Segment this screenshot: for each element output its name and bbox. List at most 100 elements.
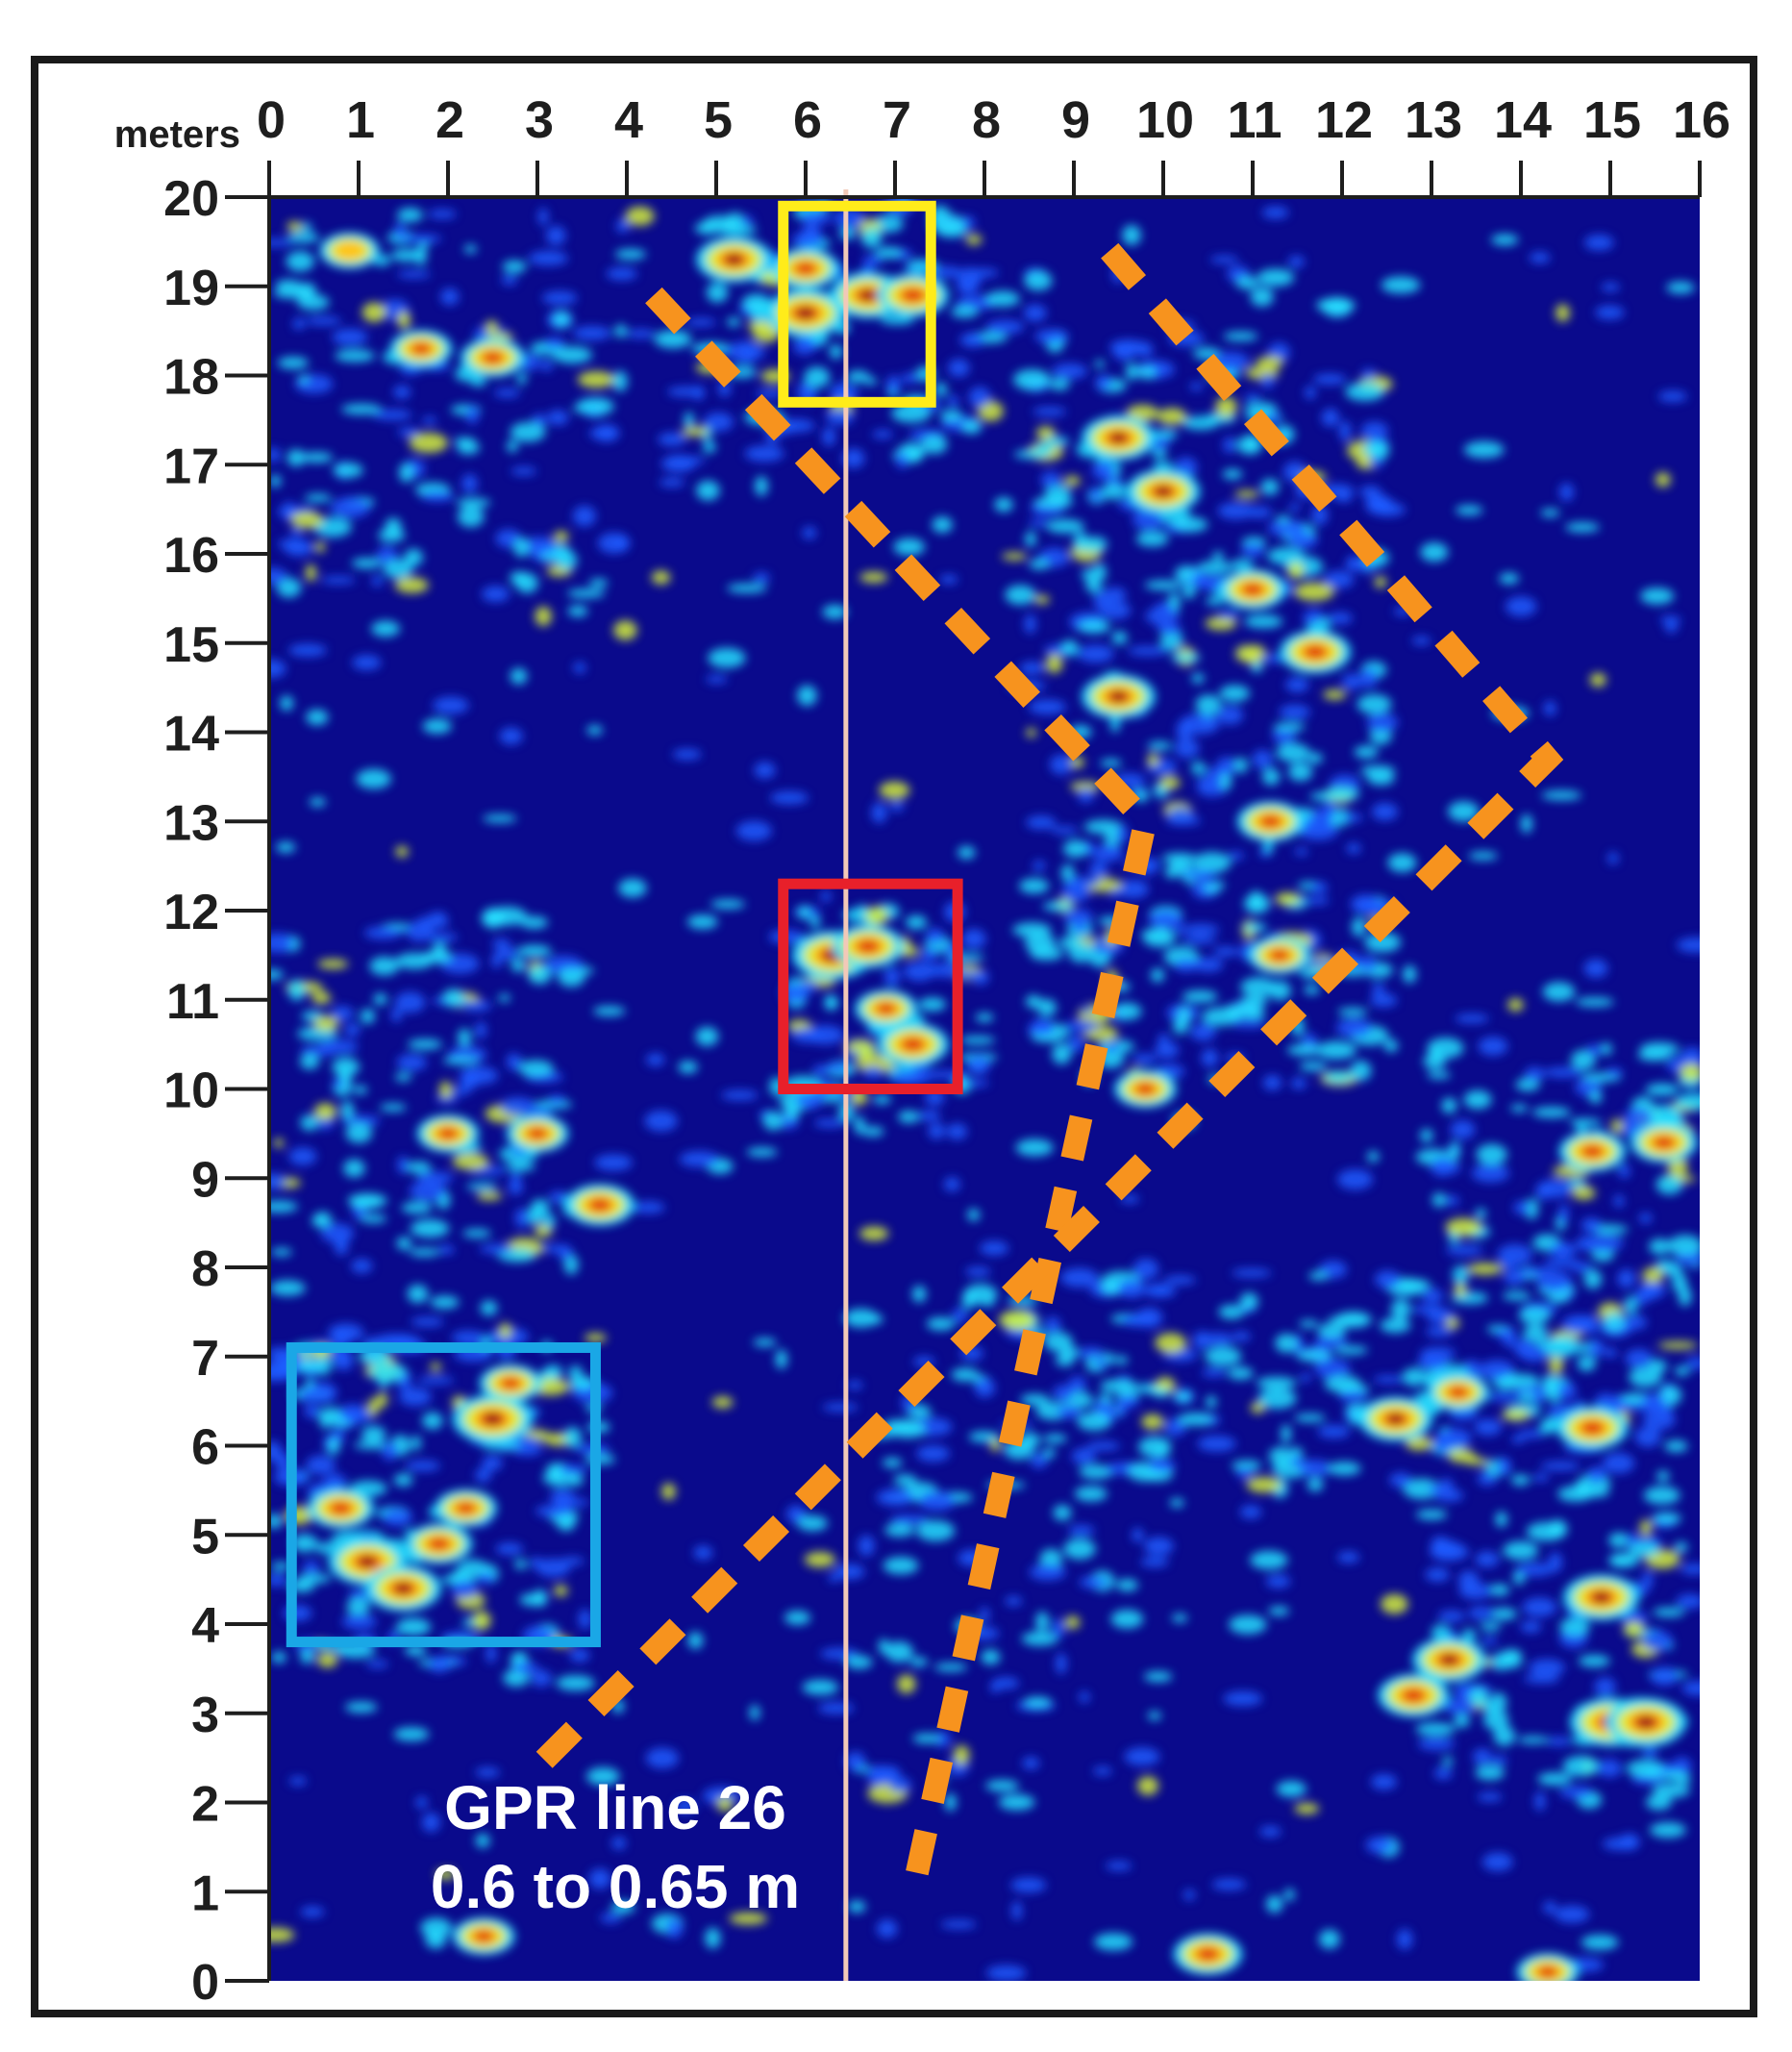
reflection-speckle — [1559, 1786, 1593, 1799]
y-tick-label: 3 — [191, 1688, 219, 1743]
hotspot-hot — [856, 938, 881, 954]
reflection-speckle — [288, 1776, 308, 1786]
reflection-speckle — [394, 221, 406, 241]
hotspot-hot — [482, 351, 504, 364]
reflection-speckle — [1244, 614, 1283, 629]
reflection-speckle — [981, 1649, 1001, 1665]
reflection-speckle — [506, 1162, 535, 1172]
reflection-speckle — [843, 1309, 879, 1328]
reflection-speckle — [1195, 694, 1222, 715]
reflection-speckle — [1327, 612, 1353, 625]
reflection-speckle — [1646, 1793, 1672, 1811]
reflection-speckle — [1259, 1826, 1282, 1838]
reflection-speckle — [1144, 580, 1182, 590]
reflection-speckle — [360, 1009, 376, 1024]
reflection-speckle — [1381, 276, 1421, 294]
reflection-speckle — [1657, 1341, 1698, 1350]
reflection-speckle — [1312, 373, 1347, 385]
reflection-speckle — [820, 1647, 859, 1660]
reflection-speckle — [1055, 1354, 1075, 1366]
reflection-speckle — [1267, 546, 1305, 565]
reflection-speckle — [1487, 1391, 1521, 1402]
reflection-speckle — [472, 1611, 491, 1631]
reflection-speckle — [876, 1919, 898, 1939]
reflection-speckle — [1116, 1578, 1138, 1591]
reflection-speckle — [397, 1156, 409, 1174]
reflection-speckle — [1135, 531, 1169, 547]
reflection-speckle — [668, 456, 707, 464]
reflection-speckle — [1116, 824, 1129, 844]
reflection-speckle — [1068, 1524, 1095, 1537]
reflection-speckle — [797, 685, 817, 707]
reflection-speckle — [299, 1648, 315, 1664]
reflection-speckle — [378, 528, 406, 542]
reflection-speckle — [1256, 356, 1283, 369]
reflection-speckle — [407, 1284, 429, 1304]
reflection-speckle — [1112, 342, 1136, 362]
reflection-speckle — [1539, 1178, 1573, 1198]
reflection-speckle — [1502, 1652, 1523, 1669]
reflection-speckle — [1300, 1372, 1311, 1383]
reflection-speckle — [568, 1365, 583, 1382]
yellow-anomaly-box — [778, 200, 936, 408]
reflection-speckle — [1431, 1624, 1451, 1640]
reflection-speckle — [1212, 551, 1224, 561]
reflection-speckle — [1025, 994, 1042, 1009]
hotspot-hot — [329, 1501, 352, 1515]
reflection-speckle — [1680, 1564, 1700, 1575]
reflection-speckle — [1583, 1269, 1603, 1289]
x-tick-label: 15 — [1583, 91, 1641, 149]
reflection-speckle — [726, 340, 765, 363]
reflection-speckle — [292, 317, 306, 330]
reflection-speckle — [1223, 331, 1258, 341]
reflection-speckle — [395, 845, 409, 858]
reflection-speckle — [1251, 662, 1263, 673]
reflection-speckle — [313, 1103, 337, 1120]
reflection-speckle — [566, 588, 606, 599]
reflection-speckle — [854, 1115, 865, 1135]
reflection-speckle — [495, 1542, 524, 1556]
reflection-speckle — [958, 845, 976, 860]
y-tick-label: 13 — [163, 795, 219, 851]
reflection-speckle — [1536, 1270, 1572, 1292]
reflection-speckle — [340, 1100, 355, 1121]
reflection-speckle — [275, 279, 302, 291]
reflection-speckle — [1304, 985, 1320, 995]
reflection-speckle — [1072, 922, 1087, 934]
y-tick-label: 5 — [191, 1509, 219, 1564]
reflection-speckle — [514, 1559, 528, 1569]
reflection-speckle — [1666, 281, 1695, 294]
reflection-speckle — [1663, 1770, 1687, 1781]
hotspot-core — [1593, 1591, 1609, 1603]
reflection-speckle — [1356, 693, 1392, 714]
reflection-speckle — [1107, 1040, 1119, 1054]
reflection-speckle — [1608, 1553, 1640, 1568]
reflection-speckle — [1511, 1435, 1525, 1444]
reflection-speckle — [871, 802, 887, 824]
reflection-speckle — [1658, 1385, 1682, 1406]
reflection-speckle — [1105, 1861, 1132, 1871]
reflection-speckle — [542, 1214, 556, 1229]
reflection-speckle — [1387, 853, 1417, 873]
reflection-speckle — [1626, 1759, 1665, 1778]
reflection-speckle — [1668, 1235, 1700, 1257]
reflection-speckle — [592, 1006, 626, 1016]
reflection-speckle — [927, 1070, 956, 1079]
x-tick-label: 10 — [1136, 91, 1194, 149]
reflection-speckle — [1025, 933, 1056, 954]
reflection-speckle — [1571, 1049, 1596, 1070]
reflection-speckle — [560, 1557, 585, 1565]
reflection-speckle — [1315, 1334, 1348, 1348]
reflection-speckle — [1022, 1757, 1040, 1770]
reflection-speckle — [1624, 1296, 1637, 1315]
x-tick-label: 12 — [1315, 91, 1373, 149]
reflection-speckle — [716, 1796, 734, 1812]
reflection-speckle — [1046, 518, 1085, 534]
plot-area — [269, 197, 1700, 1981]
reflection-speckle — [1246, 433, 1257, 454]
reflection-speckle — [593, 424, 620, 442]
reflection-speckle — [822, 426, 836, 447]
reflection-speckle — [313, 1015, 339, 1032]
reflection-speckle — [1607, 852, 1619, 864]
reflection-speckle — [269, 238, 294, 247]
